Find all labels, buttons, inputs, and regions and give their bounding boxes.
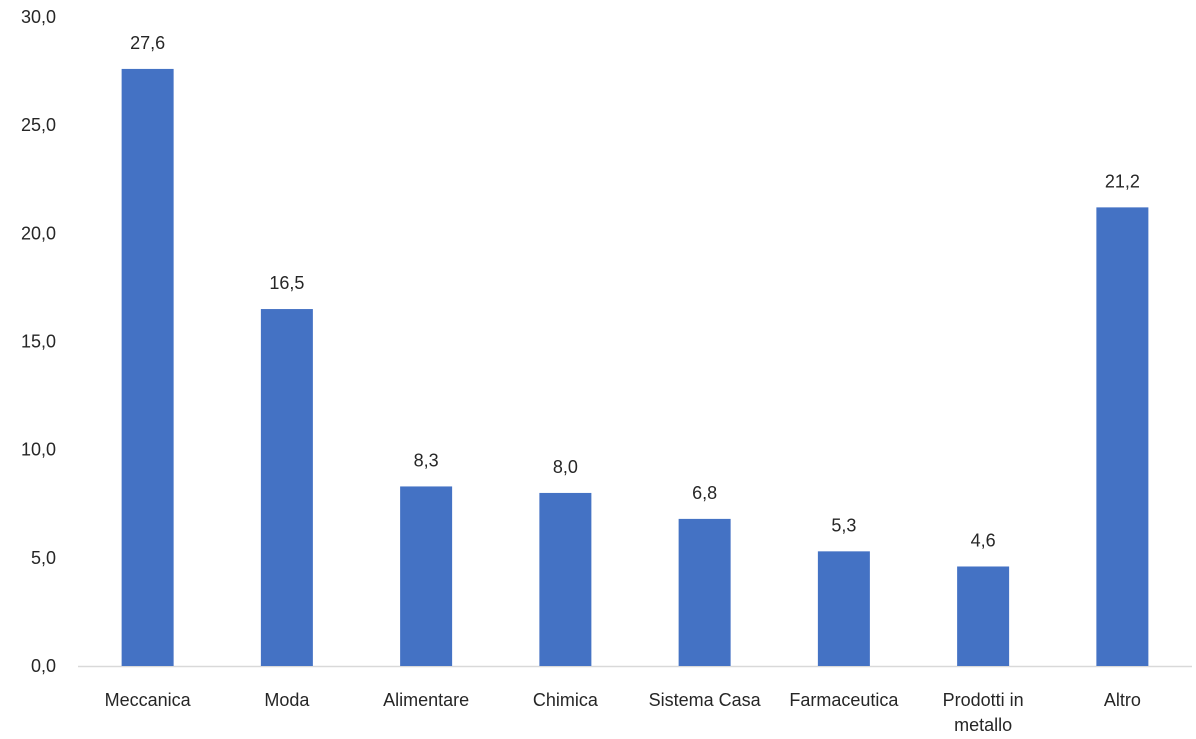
data-label: 8,0 [553, 457, 578, 477]
y-tick-label: 5,0 [31, 548, 56, 568]
data-labels: 27,6 16,5 8,3 8,0 6,8 5,3 4,6 21,2 [130, 33, 1140, 551]
x-tick-label: Prodotti in metallo [943, 690, 1024, 735]
bar [121, 68, 174, 667]
y-tick-label: 25,0 [21, 115, 56, 135]
bars [121, 68, 1149, 667]
bar [817, 551, 870, 666]
bar [1096, 207, 1149, 666]
x-tick-label: Alimentare [383, 690, 469, 710]
y-tick-label: 0,0 [31, 656, 56, 676]
category-labels: Meccanica Moda Alimentare Chimica Sistema Ca… [105, 690, 1141, 735]
y-tick-label: 15,0 [21, 332, 56, 352]
x-tick-label: Farmaceutica [789, 690, 899, 710]
y-axis-ticks: 0,0 5,0 10,0 15,0 20,0 25,0 30,0 [21, 7, 56, 676]
x-tick-label: Sistema Casa [649, 690, 762, 710]
data-label: 6,8 [692, 483, 717, 503]
data-label: 27,6 [130, 33, 165, 53]
data-label: 21,2 [1105, 171, 1140, 191]
x-tick-label: Meccanica [105, 690, 192, 710]
bar [260, 309, 313, 666]
bar [957, 566, 1010, 666]
data-label: 5,3 [831, 515, 856, 535]
y-tick-label: 20,0 [21, 223, 56, 243]
bar [539, 492, 592, 666]
x-tick-label: Chimica [533, 690, 599, 710]
bar [678, 518, 731, 666]
y-tick-label: 10,0 [21, 440, 56, 460]
x-tick-label: Moda [264, 690, 310, 710]
bar [400, 486, 453, 666]
x-tick-label: Altro [1104, 690, 1141, 710]
data-label: 4,6 [971, 530, 996, 550]
y-tick-label: 30,0 [21, 7, 56, 27]
data-label: 16,5 [269, 273, 304, 293]
data-label: 8,3 [414, 450, 439, 470]
